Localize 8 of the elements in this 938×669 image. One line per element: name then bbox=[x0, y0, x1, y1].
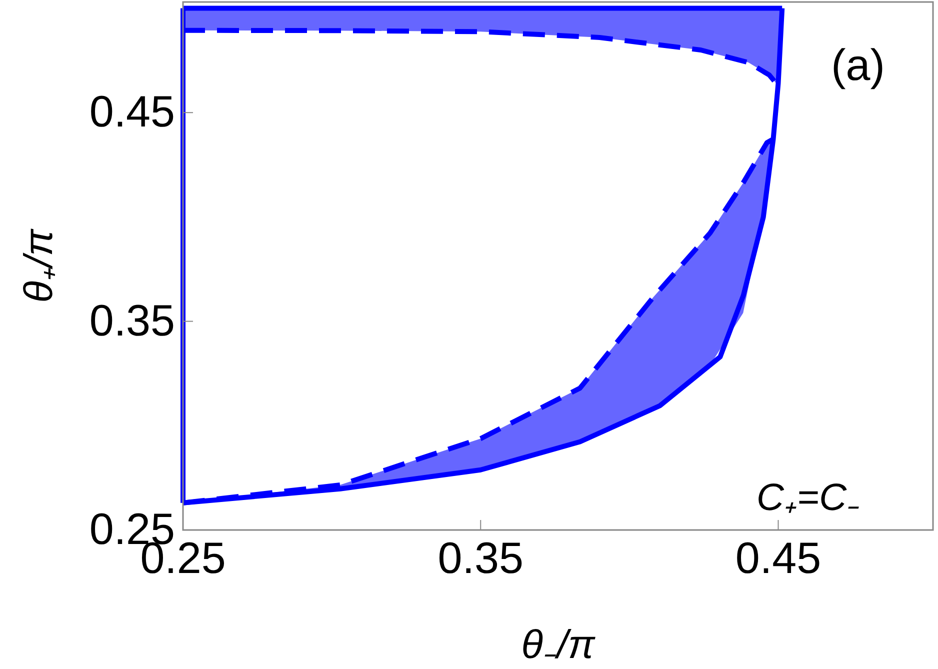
x-tick-label: 0.35 bbox=[438, 534, 524, 583]
y-tick-label: 0.35 bbox=[89, 296, 175, 346]
annotation: (a) bbox=[831, 41, 885, 90]
x-tick-label: 0.45 bbox=[735, 534, 822, 583]
x-axis-title: θ₋/π bbox=[521, 623, 596, 667]
y-axis-title: θ₊/π bbox=[17, 228, 61, 303]
y-tick-label: 0.45 bbox=[89, 88, 175, 137]
annotation: C₊=C₋ bbox=[756, 477, 860, 519]
